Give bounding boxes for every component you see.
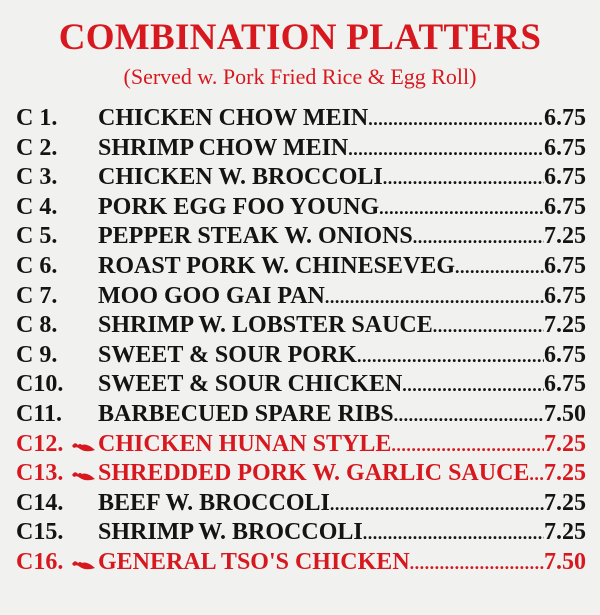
item-name: PORK EGG FOO YOUNG (98, 193, 380, 220)
menu-item: C 4. PORK EGG FOO YOUNG 6.75 (16, 194, 586, 224)
menu-item: C 5. PEPPER STEAK W. ONIONS 7.25 (16, 223, 586, 253)
item-name: SHRIMP W. BROCCOLI (98, 519, 363, 546)
menu-item: C10. SWEET & SOUR CHICKEN 6.75 (16, 371, 586, 401)
item-code: C11. (16, 400, 63, 427)
hot-pepper-icon (71, 467, 98, 485)
item-name: SWEET & SOUR PORK (98, 341, 357, 368)
item-name: BEEF W. BROCCOLI (98, 489, 330, 516)
dot-leader (413, 227, 544, 248)
menu-item: C12. CHICKEN HUNAN STYLE 7.25 (16, 431, 586, 461)
item-code: C 8. (16, 312, 58, 339)
item-code: C 9. (16, 341, 58, 368)
item-name: BARBECUED SPARE RIBS (98, 400, 394, 427)
menu-item: C16. GENERAL TSO'S CHICKEN 7.50 (16, 549, 586, 579)
item-code: C10. (16, 371, 64, 398)
item-price: 7.50 (544, 400, 586, 427)
menu-item: C15. SHRIMP W. BROCCOLI 7.25 (16, 519, 586, 549)
menu-item: C14. BEEF W. BROCCOLI 7.25 (16, 490, 586, 520)
dot-leader (391, 435, 544, 456)
dot-leader (455, 257, 544, 278)
menu-item: C 3. CHICKEN W. BROCCOLI 6.75 (16, 164, 586, 194)
dot-leader (325, 287, 544, 308)
menu-item: C 2. SHRIMP CHOW MEIN 6.75 (16, 135, 586, 165)
item-price: 7.25 (544, 519, 586, 546)
dot-leader (529, 464, 544, 485)
item-price: 7.25 (544, 430, 586, 457)
item-name: CHICKEN W. BROCCOLI (98, 164, 383, 191)
item-name: ROAST PORK W. CHINESEVEG (98, 252, 455, 279)
dot-leader (379, 198, 544, 219)
dot-leader (368, 109, 544, 130)
item-code: C 2. (16, 134, 58, 161)
item-name: CHICKEN CHOW MEIN (98, 105, 369, 131)
item-name: SHRIMP W. LOBSTER SAUCE (98, 312, 433, 339)
item-name: PEPPER STEAK W. ONIONS (98, 223, 413, 250)
item-code: C16. (16, 548, 64, 575)
item-name: CHICKEN HUNAN STYLE (98, 430, 392, 457)
item-code: C 6. (16, 252, 58, 279)
dot-leader (363, 523, 544, 544)
dot-leader (410, 553, 544, 574)
item-name: SWEET & SOUR CHICKEN (98, 371, 403, 398)
item-price: 6.75 (544, 105, 586, 131)
item-price: 7.25 (544, 312, 586, 339)
item-price: 6.75 (544, 341, 586, 368)
menu-item: C 9. SWEET & SOUR PORK 6.75 (16, 342, 586, 372)
item-price: 6.75 (544, 193, 586, 220)
item-price: 6.75 (544, 371, 586, 398)
dot-leader (357, 346, 544, 367)
item-price: 7.25 (544, 460, 586, 487)
item-code: C13. (16, 460, 64, 487)
dot-leader (433, 316, 544, 337)
hot-pepper-icon (71, 438, 98, 456)
item-name: SHRIMP CHOW MEIN (98, 134, 349, 161)
item-price: 6.75 (544, 252, 586, 279)
item-name: SHREDDED PORK W. GARLIC SAUCE (98, 460, 530, 487)
item-price: 6.75 (544, 282, 586, 309)
item-price: 7.50 (544, 548, 586, 575)
dot-leader (402, 375, 544, 396)
item-name: GENERAL TSO'S CHICKEN (98, 548, 410, 575)
item-code: C12. (16, 430, 64, 457)
item-code: C 5. (16, 223, 58, 250)
item-code: C14. (16, 489, 64, 516)
menu-list: C 1. CHICKEN CHOW MEIN 6.75 C 2. SHRIMP CHOW… (16, 105, 586, 579)
item-price: 6.75 (544, 134, 586, 161)
dot-leader (330, 494, 544, 515)
item-name: MOO GOO GAI PAN (98, 282, 325, 309)
item-price: 7.25 (544, 223, 586, 250)
dot-leader (394, 405, 544, 426)
dot-leader (348, 139, 544, 160)
menu-item: C 1. CHICKEN CHOW MEIN 6.75 (16, 105, 586, 135)
item-code: C 3. (16, 164, 58, 191)
item-code: C 7. (16, 282, 58, 309)
menu-item: C 6. ROAST PORK W. CHINESEVEG 6.75 (16, 253, 586, 283)
item-price: 7.25 (544, 489, 586, 516)
menu-title: COMBINATION PLATTERS (58, 17, 542, 58)
menu-item: C13. SHREDDED PORK W. GARLIC SAUCE 7.25 (16, 460, 586, 490)
menu-item: C 7. MOO GOO GAI PAN 6.75 (16, 283, 586, 313)
dot-leader (383, 168, 544, 189)
menu-item: C 8. SHRIMP W. LOBSTER SAUCE 7.25 (16, 312, 586, 342)
hot-pepper-icon (71, 556, 98, 574)
menu-subtitle: (Served w. Pork Fried Rice & Egg Roll) (123, 64, 477, 89)
item-code: C 4. (16, 193, 58, 220)
menu-item: C11. BARBECUED SPARE RIBS 7.50 (16, 401, 586, 431)
item-price: 6.75 (544, 164, 586, 191)
item-code: C15. (16, 519, 64, 546)
item-code: C 1. (16, 105, 58, 131)
